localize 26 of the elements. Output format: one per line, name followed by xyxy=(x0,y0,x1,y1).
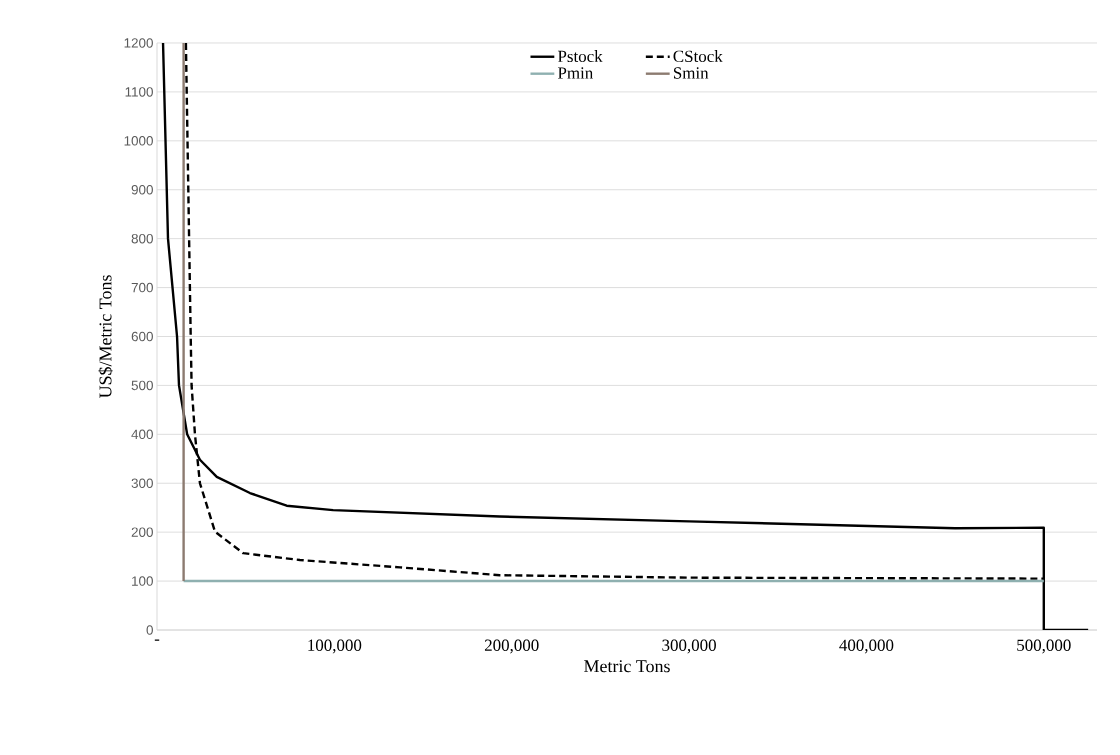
x-tick-label: 500,000 xyxy=(1017,639,1071,654)
y-tick-label: 900 xyxy=(131,184,153,195)
x-tick-label: - xyxy=(154,639,160,641)
y-tick-label: 700 xyxy=(131,282,153,293)
x-tick-label: 300,000 xyxy=(662,639,716,654)
y-tick-label: 1200 xyxy=(124,38,153,48)
y-tick-label: 300 xyxy=(131,478,153,488)
x-tick-label: 400,000 xyxy=(839,639,894,654)
y-tick-label: 0 xyxy=(146,625,153,635)
y-tick-label: 200 xyxy=(131,527,153,537)
y-tick-label: 1100 xyxy=(125,87,153,97)
legend-label: CStock xyxy=(673,50,723,63)
y-tick-label: 500 xyxy=(131,380,153,391)
legend-label: Smin xyxy=(673,67,709,79)
x-tick-label: 200,000 xyxy=(484,639,539,654)
x-tick-label: 100,000 xyxy=(308,639,362,654)
y-tick-label: 400 xyxy=(131,429,153,440)
y-tick-label: 100 xyxy=(132,576,153,586)
y-tick-label: 800 xyxy=(131,233,153,244)
line-series xyxy=(161,42,1090,630)
legend-label: Pstock xyxy=(557,50,603,63)
y-tick-label: 1000 xyxy=(124,136,153,146)
y-tick-label: 600 xyxy=(131,331,153,342)
legend-label: Pmin xyxy=(557,67,594,79)
x-axis-title: Metric Tons xyxy=(584,660,670,673)
y-axis-title: US$/Metric Tons xyxy=(98,275,113,398)
